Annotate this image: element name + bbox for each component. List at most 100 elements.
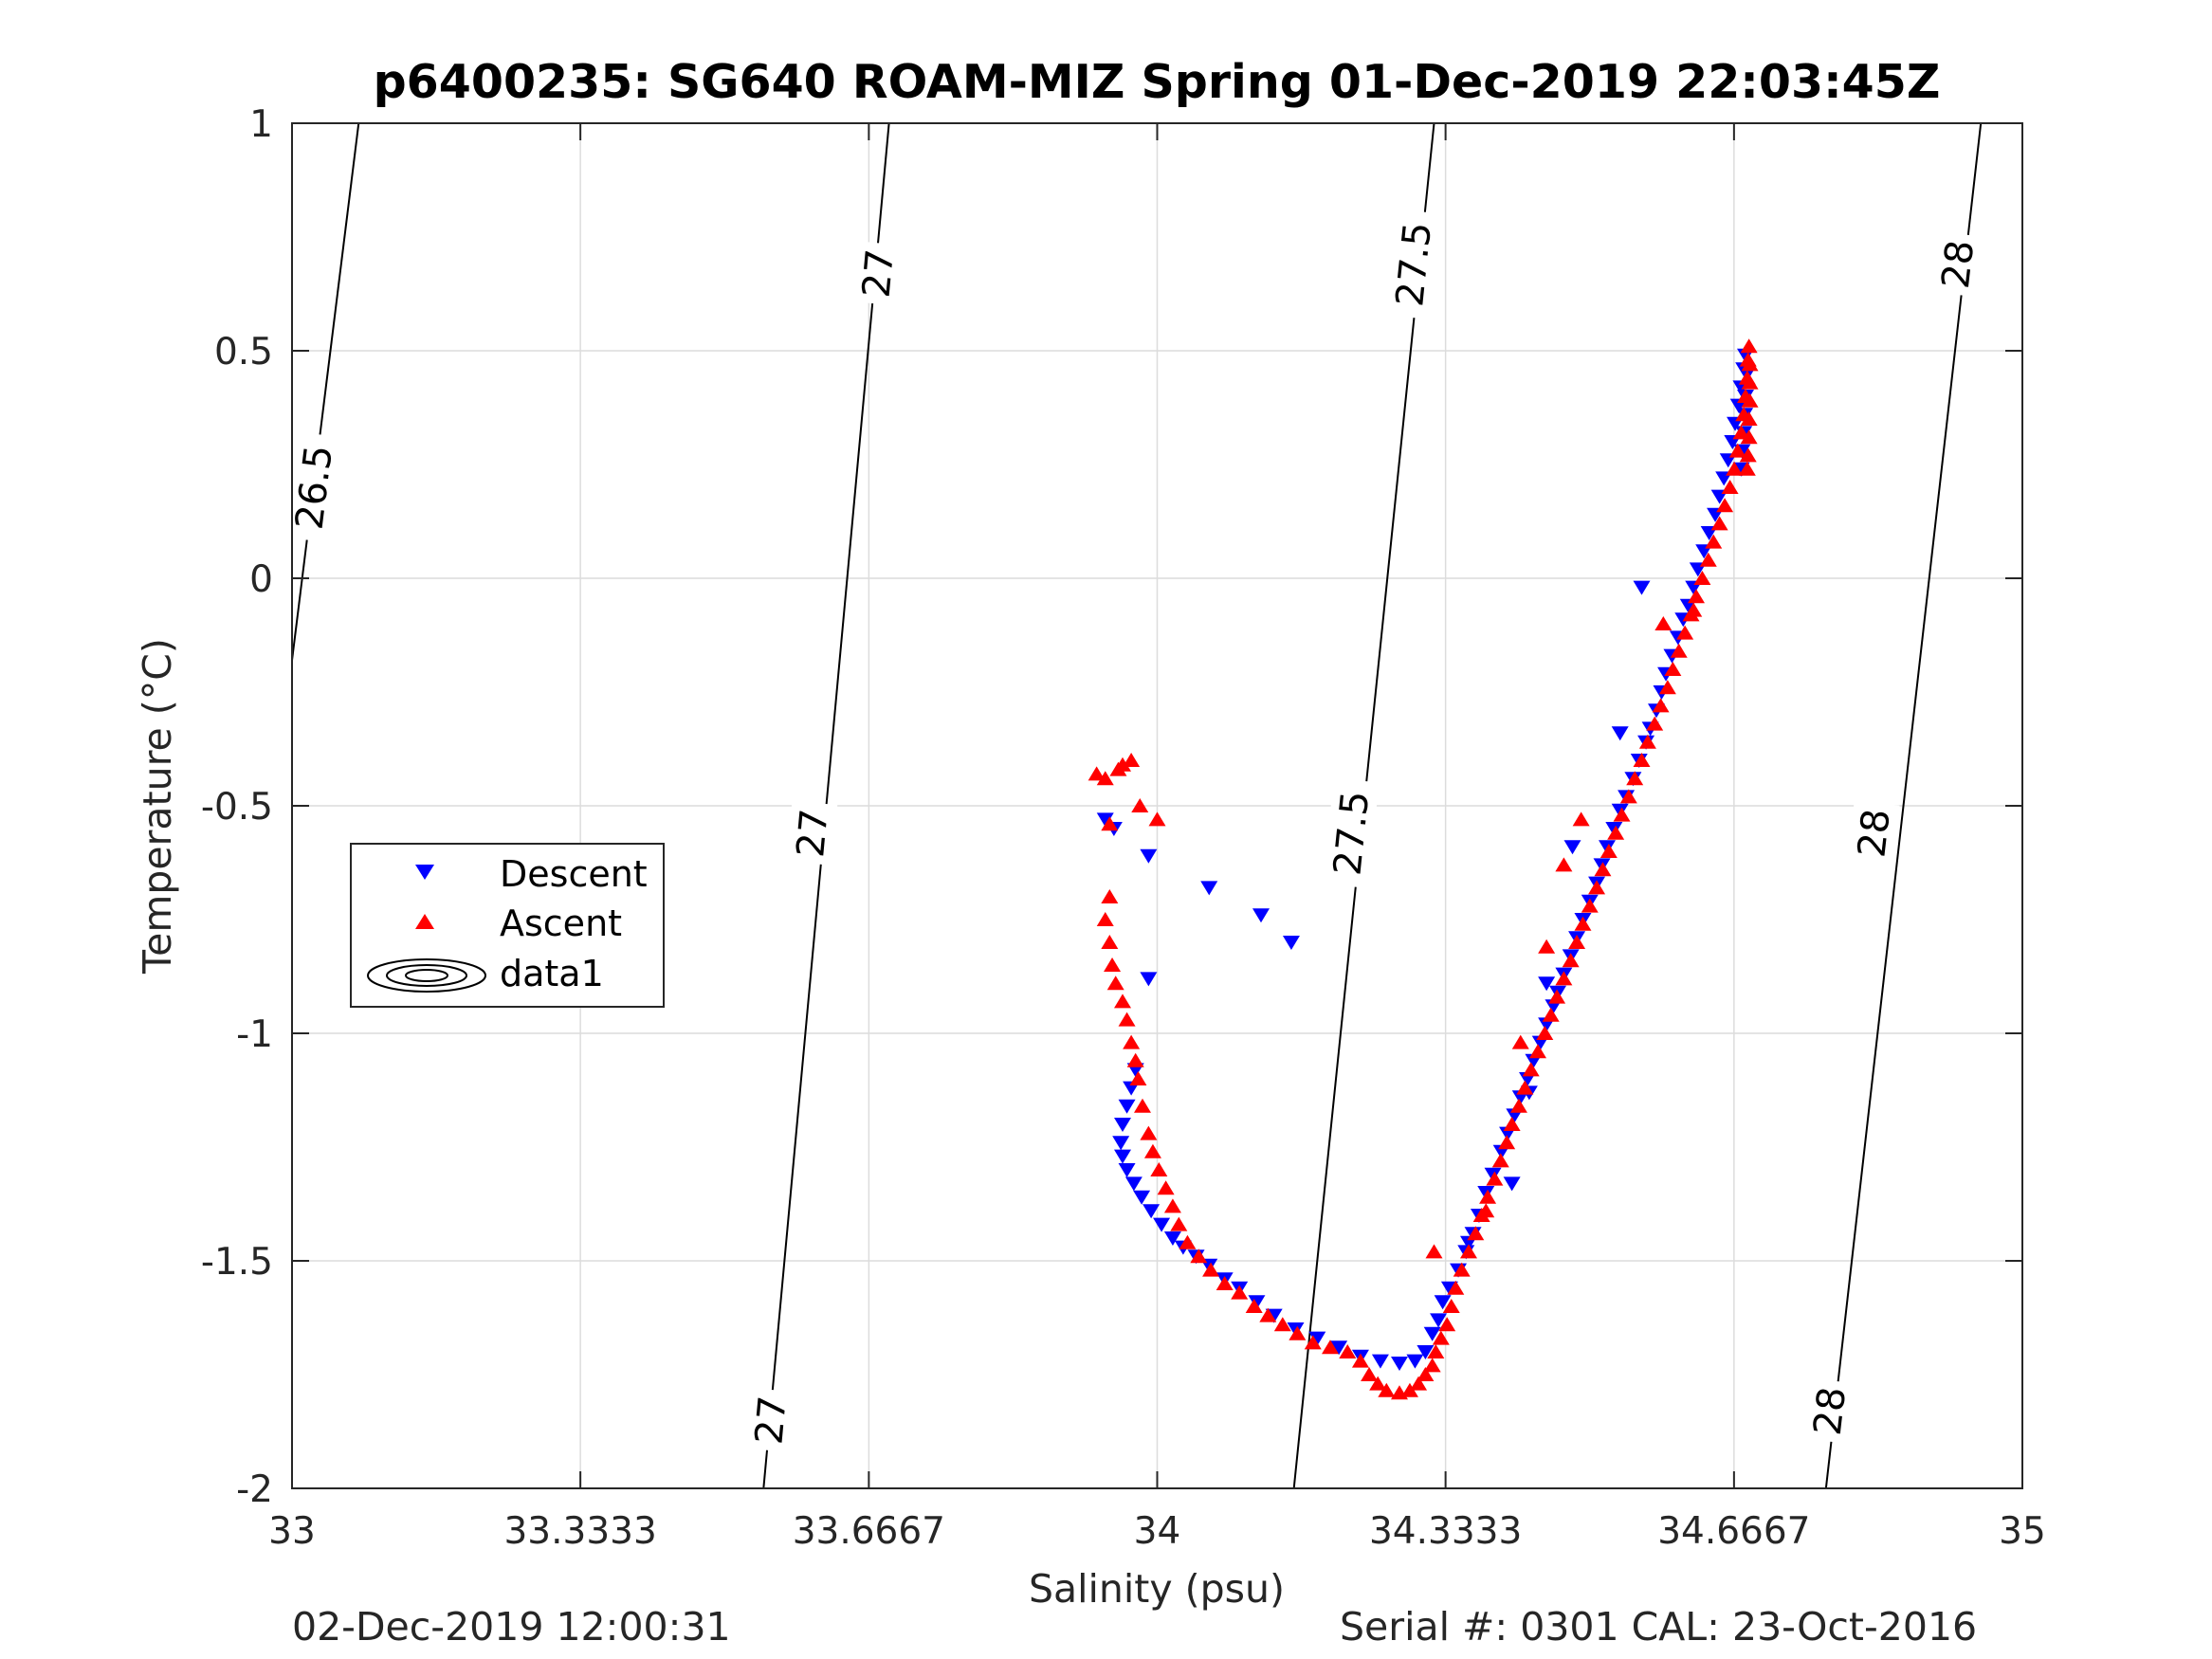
- data-point: [1406, 1354, 1424, 1369]
- data-point: [1741, 356, 1759, 372]
- data-point: [1417, 1345, 1435, 1359]
- data-point: [1114, 1149, 1131, 1164]
- data-point: [1434, 1295, 1452, 1310]
- data-point: [1638, 734, 1656, 749]
- data-point: [1423, 1358, 1441, 1373]
- data-point: [1491, 1153, 1509, 1168]
- grid: [292, 123, 2022, 1488]
- x-axis-label: Salinity (psu): [1029, 1566, 1285, 1612]
- data-point: [1163, 1231, 1181, 1246]
- y-tick-label: -1.5: [201, 1241, 273, 1284]
- data-point: [1670, 643, 1688, 658]
- legend-label-data1: data1: [500, 953, 604, 994]
- data-point: [1410, 1376, 1428, 1391]
- x-tick-label: 33.3333: [503, 1510, 656, 1553]
- data-point: [1538, 976, 1556, 992]
- data-point: [1738, 461, 1756, 476]
- data-point: [1685, 602, 1703, 617]
- data-point: [1726, 461, 1744, 476]
- data-point: [1447, 1280, 1465, 1295]
- data-point: [1131, 798, 1149, 812]
- data-point: [1581, 898, 1599, 913]
- data-point: [1378, 1382, 1396, 1397]
- data-point: [1705, 534, 1723, 549]
- footer-serial-cal: Serial #: 0301 CAL: 23-Oct-2016: [1340, 1604, 1978, 1650]
- data-point: [1289, 1325, 1307, 1340]
- data-point: [1739, 447, 1757, 463]
- data-point: [1611, 726, 1629, 741]
- isopycnal-label: 27.5: [1385, 209, 1442, 319]
- data-point: [1163, 1198, 1181, 1213]
- data-point: [1619, 789, 1637, 804]
- footer-timestamp: 02-Dec-2019 12:00:31: [292, 1604, 731, 1650]
- x-tick-label: 34.3333: [1369, 1510, 1522, 1553]
- data-point: [1282, 936, 1300, 950]
- data-point: [1522, 1062, 1540, 1077]
- x-tick-label: 34: [1134, 1510, 1181, 1553]
- data-point: [1728, 443, 1746, 458]
- data-point: [1600, 844, 1618, 858]
- data-point: [1179, 1234, 1197, 1249]
- data-point: [1361, 1367, 1379, 1381]
- data-point: [1096, 771, 1114, 786]
- data-point: [1112, 1136, 1130, 1151]
- data-point: [1391, 1357, 1408, 1371]
- data-point: [1200, 881, 1218, 896]
- data-point: [1542, 1007, 1560, 1022]
- data-point: [1124, 1176, 1143, 1192]
- data-point: [1652, 698, 1670, 713]
- isopycnal-label: 26.5: [284, 431, 343, 543]
- data-point: [1123, 1034, 1141, 1049]
- data-point: [1562, 953, 1580, 968]
- y-tick-label: -0.5: [201, 786, 273, 829]
- x-tick-label: 34.6667: [1657, 1510, 1810, 1553]
- isopycnal-line: [291, 122, 360, 661]
- legend-marker-contour: [367, 958, 486, 993]
- data-point: [1633, 753, 1651, 767]
- data-point: [1498, 1135, 1516, 1150]
- data-point: [1101, 935, 1119, 949]
- data-point: [1150, 1162, 1168, 1176]
- data-point: [1369, 1376, 1387, 1391]
- data-point: [1417, 1367, 1435, 1381]
- isopycnal-label: 28: [1931, 231, 1984, 298]
- data-point: [1687, 589, 1705, 604]
- isopycnal-label: 28: [1847, 800, 1900, 866]
- svg-text:27: 27: [855, 247, 903, 300]
- data-point: [1486, 1171, 1504, 1186]
- data-point: [1106, 975, 1124, 991]
- data-point: [1503, 1117, 1521, 1131]
- isopycnal-label: 27: [786, 800, 838, 866]
- data-point: [1308, 1331, 1326, 1346]
- data-point: [1096, 812, 1114, 828]
- x-tick-label: 35: [1999, 1510, 2046, 1553]
- isopycnal-label: 27: [851, 241, 904, 306]
- data-point: [1118, 1012, 1136, 1027]
- data-point: [1555, 971, 1573, 986]
- data-point: [1157, 1180, 1175, 1195]
- axis-ticks: 33 33.3333 33.6667 34 34.3333 34.6667 35 -2 -1.5…: [201, 103, 2046, 1553]
- y-tick-label: -2: [236, 1468, 273, 1511]
- data-point: [1699, 552, 1717, 567]
- data-point: [1529, 1044, 1546, 1059]
- data-point: [1104, 957, 1122, 972]
- svg-text:26.5: 26.5: [287, 443, 341, 532]
- data-point: [1741, 374, 1759, 390]
- data-point: [1626, 771, 1644, 786]
- data-point: [1133, 1190, 1151, 1205]
- svg-text:27.5: 27.5: [1388, 220, 1440, 308]
- svg-text:28: 28: [1934, 238, 1983, 291]
- legend-label-descent: Descent: [500, 853, 648, 895]
- data-point: [1118, 1163, 1136, 1177]
- data-point: [1425, 1244, 1443, 1259]
- legend-label-ascent: Ascent: [500, 902, 622, 944]
- data-point: [1594, 862, 1612, 877]
- data-point: [1101, 889, 1119, 903]
- data-point: [1118, 1099, 1136, 1114]
- legend: Descent Ascent data1: [350, 843, 665, 1008]
- data-point: [1170, 1216, 1188, 1231]
- data-point: [1453, 1262, 1471, 1277]
- data-point: [1252, 908, 1270, 923]
- data-point: [1245, 1299, 1263, 1313]
